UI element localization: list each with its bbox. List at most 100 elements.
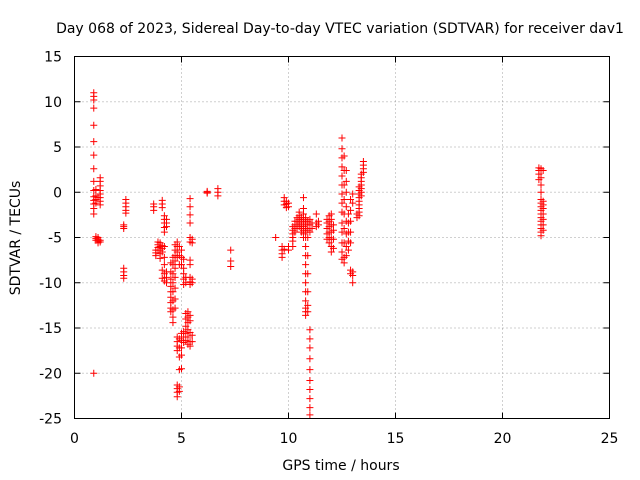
data-point	[182, 322, 190, 330]
data-point	[306, 228, 314, 236]
data-point	[347, 217, 355, 225]
x-tick-label: 15	[387, 431, 405, 447]
data-point	[304, 234, 312, 241]
data-point	[188, 279, 196, 287]
data-point	[338, 228, 346, 236]
data-points	[90, 89, 547, 419]
data-point	[169, 270, 177, 278]
data-point	[329, 244, 337, 252]
data-point	[340, 152, 348, 160]
data-point	[169, 279, 177, 287]
data-point	[539, 226, 547, 234]
data-point	[304, 288, 312, 296]
data-point	[90, 165, 98, 173]
data-point	[160, 261, 168, 269]
x-tick-label: 10	[280, 431, 298, 447]
data-point	[342, 243, 350, 251]
data-point	[214, 192, 222, 200]
data-point	[184, 333, 192, 341]
data-point	[167, 275, 175, 283]
y-tick-label: -5	[48, 231, 62, 247]
data-point	[537, 181, 545, 189]
data-point	[338, 199, 346, 207]
data-point	[347, 195, 355, 203]
data-point	[338, 190, 346, 198]
data-point	[355, 212, 363, 220]
data-point	[537, 188, 545, 196]
y-axis-label: SDTVAR / TECUs	[8, 181, 24, 296]
data-point	[302, 297, 310, 305]
data-point	[302, 279, 310, 287]
data-point	[342, 252, 350, 260]
x-tick-labels: 0 5 10 15 20 25	[70, 431, 618, 447]
data-point	[327, 248, 335, 256]
data-point	[308, 224, 316, 232]
data-point	[171, 284, 179, 292]
data-point	[158, 266, 166, 274]
data-point	[347, 239, 355, 247]
data-point	[304, 301, 312, 309]
y-tick-label: -10	[39, 276, 62, 292]
data-point	[302, 243, 310, 251]
data-point	[186, 342, 194, 350]
data-point	[90, 210, 98, 218]
data-point	[349, 272, 357, 280]
data-point	[302, 311, 310, 319]
data-point	[90, 96, 98, 104]
data-point	[96, 238, 104, 246]
data-point	[342, 167, 350, 175]
data-point	[344, 246, 352, 254]
data-point	[227, 246, 235, 254]
data-point	[342, 177, 350, 185]
data-point	[537, 232, 545, 240]
data-point	[169, 261, 177, 269]
data-point	[329, 235, 337, 243]
data-point	[338, 248, 346, 256]
y-tick-label: 15	[44, 50, 62, 66]
data-point	[186, 195, 194, 203]
data-point	[180, 255, 188, 263]
data-point	[175, 387, 183, 395]
data-point	[150, 206, 158, 214]
data-point	[299, 194, 307, 202]
y-tick-label: -15	[39, 321, 62, 337]
data-point	[178, 344, 185, 352]
data-point	[347, 206, 355, 214]
data-point	[349, 199, 357, 207]
data-point	[156, 254, 164, 262]
data-point	[304, 252, 312, 260]
data-point	[329, 226, 337, 234]
x-axis-label: GPS time / hours	[282, 458, 399, 474]
y-tick-labels: 15 10 5 0 -5 -10 -15 -20 -25	[39, 50, 62, 428]
data-point	[90, 104, 98, 112]
data-point	[344, 210, 352, 218]
data-point	[338, 172, 346, 180]
data-point	[175, 243, 183, 251]
data-point	[338, 134, 346, 142]
data-point	[340, 239, 348, 247]
data-point	[306, 395, 314, 403]
data-point	[178, 351, 185, 359]
data-point	[160, 228, 168, 236]
data-point	[302, 261, 310, 269]
data-point	[173, 393, 181, 401]
data-point	[171, 295, 179, 303]
data-point	[338, 145, 346, 153]
data-point	[357, 192, 365, 200]
data-point	[312, 210, 320, 218]
data-point	[347, 228, 355, 236]
data-point	[90, 121, 98, 129]
data-point	[340, 259, 348, 267]
data-point	[90, 151, 98, 159]
data-point	[359, 168, 367, 176]
data-point	[158, 204, 166, 212]
data-point	[186, 317, 194, 325]
data-point	[306, 366, 314, 374]
data-point	[90, 138, 98, 146]
data-point	[340, 181, 348, 189]
data-point	[314, 221, 322, 229]
chart-title: Day 068 of 2023, Sidereal Day-to-day VTE…	[56, 21, 624, 37]
data-point	[272, 234, 280, 241]
data-point	[90, 177, 98, 185]
data-point	[171, 257, 179, 265]
